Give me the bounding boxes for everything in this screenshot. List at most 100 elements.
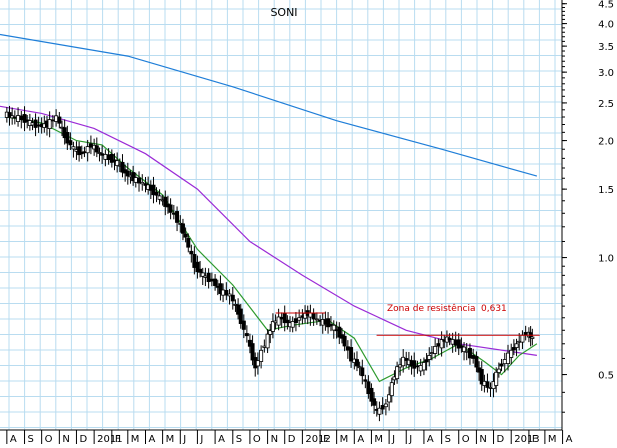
candle-body — [77, 146, 82, 156]
candle-body — [369, 387, 374, 402]
candle-body — [494, 371, 499, 386]
candle-body — [227, 293, 232, 297]
x-tick-label: 2011 — [97, 434, 122, 444]
x-tick-label: J — [391, 434, 395, 444]
candle-body — [192, 254, 197, 268]
candle-body — [418, 365, 423, 372]
x-tick-label: N — [271, 434, 278, 444]
candle-body — [19, 115, 24, 121]
candle-body — [530, 336, 535, 339]
x-tick-label: O — [253, 434, 261, 444]
resistance-zone-label: Zona de resistência — [387, 303, 476, 314]
x-tick-label: J — [199, 434, 203, 444]
x-tick-label: A — [10, 434, 17, 444]
candle-body — [509, 349, 514, 358]
candle-body — [387, 394, 392, 403]
candle-body — [401, 356, 406, 367]
y-tick-label: 3.5 — [598, 42, 614, 53]
x-tick-label: O — [462, 434, 470, 444]
candle-body — [462, 346, 467, 353]
candle-body — [337, 326, 342, 338]
candle-body — [282, 313, 287, 324]
candle-body — [297, 317, 302, 321]
candle-body — [276, 316, 281, 326]
candle-body — [345, 346, 350, 351]
candle-body — [125, 170, 130, 177]
candle-body — [203, 275, 208, 278]
candle-body — [33, 119, 38, 128]
candle-body — [97, 152, 102, 154]
candle-body — [82, 151, 87, 154]
candle-body — [354, 359, 359, 367]
candle-body — [265, 333, 270, 349]
candle-body — [326, 318, 331, 328]
candle-body — [183, 233, 188, 238]
candle-body — [389, 382, 394, 397]
y-tick-label: 2.5 — [598, 99, 614, 110]
candle-body — [412, 360, 417, 369]
x-tick-label: M — [340, 434, 349, 444]
candle-body — [424, 359, 429, 363]
candle-body — [255, 360, 260, 367]
resistance-value-label: 0,631 — [481, 304, 507, 314]
candle-body — [137, 177, 142, 184]
y-tick-label: 0.5 — [598, 371, 614, 382]
y-axis: 0.5 1.0 1.5 2.0 2.5 3.0 3.5 4.0 4.5 — [561, 0, 614, 430]
candle-body — [151, 184, 156, 196]
candle-body — [195, 261, 200, 273]
candle-body — [171, 212, 176, 215]
candle-body — [395, 366, 400, 380]
candle-body — [224, 290, 229, 296]
x-tick-label: M — [374, 434, 383, 444]
candle-body — [168, 204, 173, 213]
candle-body — [520, 334, 525, 343]
x-tick-label: J — [182, 434, 186, 444]
x-tick-label: D — [497, 434, 505, 444]
candle-body — [22, 114, 27, 123]
candle-body — [433, 345, 438, 354]
candle-body — [54, 115, 59, 122]
candle-body — [474, 356, 479, 368]
candle-body — [68, 140, 73, 146]
resistance-lines — [275, 312, 540, 336]
candle-body — [180, 223, 185, 234]
candle-body — [133, 177, 138, 183]
candle-body — [16, 115, 21, 122]
candle-body — [140, 181, 145, 185]
y-tick-label: 1.5 — [598, 185, 614, 196]
candle-body — [65, 132, 70, 144]
candle-body — [404, 358, 409, 361]
candle-body — [262, 345, 267, 348]
candle-body — [50, 119, 55, 122]
candle-body — [372, 398, 377, 406]
candle-body — [186, 238, 191, 248]
candle-body — [7, 112, 12, 118]
x-tick-label: D — [79, 434, 87, 444]
x-tick-label: A — [218, 434, 225, 444]
x-tick-label: A — [357, 434, 364, 444]
candle-body — [218, 283, 223, 294]
candle-body — [293, 318, 298, 324]
candle-body — [436, 343, 441, 347]
candle-body — [429, 352, 434, 355]
candle-body — [109, 153, 114, 163]
candle-body — [496, 368, 501, 373]
candle-body — [238, 308, 243, 324]
candle-body — [415, 365, 420, 368]
candle-body — [157, 195, 162, 200]
candle-body — [439, 339, 444, 349]
x-tick-label: M — [548, 434, 557, 444]
candle-body — [71, 146, 76, 150]
x-tick-label: J — [408, 434, 412, 444]
candle-body — [189, 250, 194, 255]
x-tick-label: D — [288, 434, 296, 444]
candle-body — [85, 146, 90, 154]
x-tick-label: A — [566, 434, 573, 444]
candle-body — [268, 330, 273, 335]
candle-body — [221, 289, 226, 296]
candle-body — [290, 321, 295, 328]
candle-body — [154, 191, 159, 196]
candle-body — [131, 172, 136, 182]
